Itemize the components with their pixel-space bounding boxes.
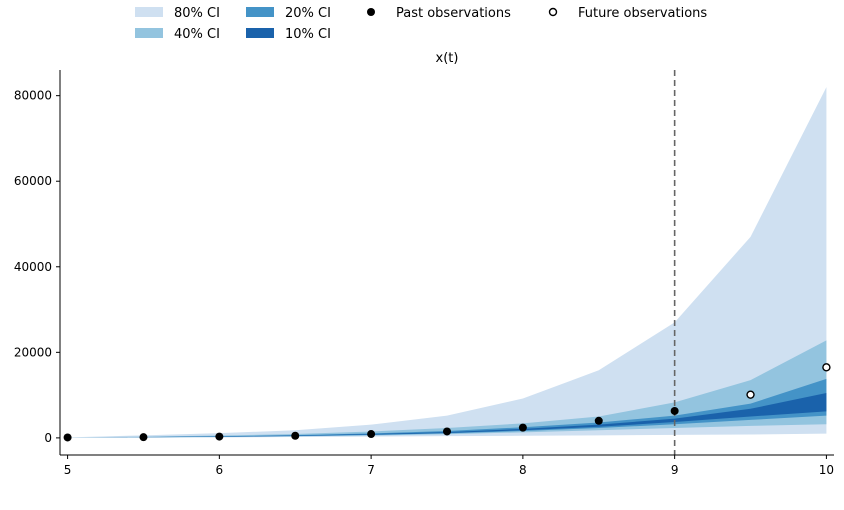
axes: 5 6 7 8 9 10 0 20000 40000 60000 80000 xyxy=(14,70,834,477)
legend: 80% CI 40% CI 20% CI 10% CI Past observa… xyxy=(135,6,707,42)
y-tick-label: 80000 xyxy=(14,89,52,103)
ci-band-40ci xyxy=(67,340,827,438)
legend-marker-past xyxy=(367,8,375,16)
x-tick-label: 5 xyxy=(64,463,72,477)
legend-label-80ci: 80% CI xyxy=(174,6,220,21)
observation-points xyxy=(63,363,831,442)
legend-swatch-40ci xyxy=(135,28,163,38)
legend-label-40ci: 40% CI xyxy=(174,27,220,42)
future-observation-point xyxy=(822,363,831,372)
legend-swatch-20ci xyxy=(246,7,274,17)
x-tick-label: 7 xyxy=(367,463,375,477)
past-observation-point xyxy=(215,432,224,441)
y-tick-label: 60000 xyxy=(14,174,52,188)
ci-bands xyxy=(67,87,827,438)
past-observation-point xyxy=(594,416,603,425)
legend-swatch-10ci xyxy=(246,28,274,38)
future-observation-point xyxy=(746,390,755,399)
past-observation-point xyxy=(291,431,300,440)
legend-label-past: Past observations xyxy=(396,6,511,21)
past-observation-point xyxy=(443,427,451,436)
past-observation-point xyxy=(518,423,527,432)
chart-title: x(t) xyxy=(436,51,459,66)
legend-label-10ci: 10% CI xyxy=(285,27,331,42)
ci-band-80ci xyxy=(67,87,827,438)
y-tick-label: 0 xyxy=(44,431,52,445)
x-tick-label: 6 xyxy=(216,463,224,477)
y-tick-label: 40000 xyxy=(14,260,52,274)
x-tick-label: 10 xyxy=(819,463,834,477)
y-tick-label: 20000 xyxy=(14,345,52,359)
legend-swatch-80ci xyxy=(135,7,163,17)
legend-marker-future xyxy=(548,7,558,17)
x-tick-label: 8 xyxy=(519,463,527,477)
legend-label-20ci: 20% CI xyxy=(285,6,331,21)
x-tick-label: 9 xyxy=(671,463,679,477)
past-observation-point xyxy=(139,433,148,442)
past-observation-point xyxy=(367,430,376,439)
past-observation-point xyxy=(63,433,72,442)
past-observation-point xyxy=(670,406,679,415)
legend-label-future: Future observations xyxy=(578,6,707,21)
